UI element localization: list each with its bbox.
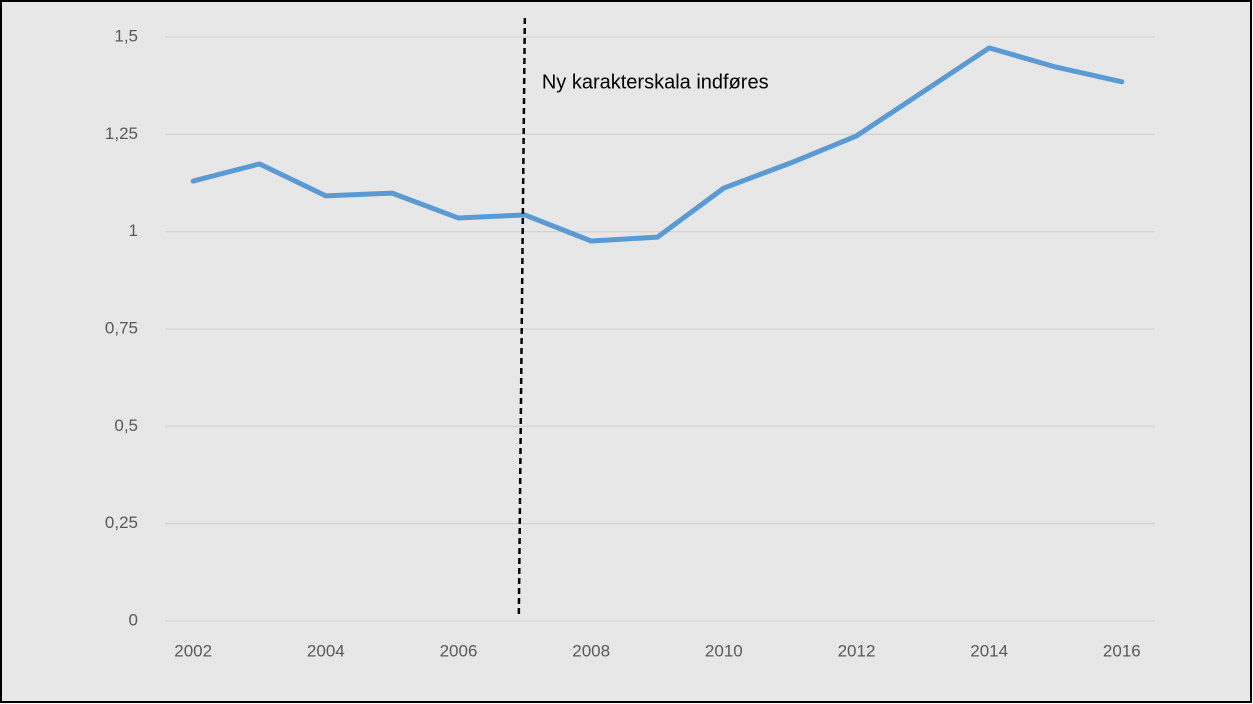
y-tick-label: 0,75 xyxy=(105,318,138,337)
y-tick-label: 1 xyxy=(129,221,138,240)
y-tick-label: 1,25 xyxy=(105,124,138,143)
x-tick-label: 2004 xyxy=(307,641,345,660)
x-tick-label: 2010 xyxy=(705,641,743,660)
annotation-text: Ny karakterskala indføres xyxy=(542,71,769,93)
x-tick-label: 2016 xyxy=(1103,641,1141,660)
x-tick-label: 2008 xyxy=(572,641,610,660)
x-tick-label: 2014 xyxy=(970,641,1008,660)
data-line xyxy=(190,45,1125,244)
y-tick-label: 0,5 xyxy=(114,416,138,435)
x-tick-label: 2012 xyxy=(838,641,876,660)
x-tick-label: 2002 xyxy=(174,641,212,660)
x-tick-label: 2006 xyxy=(440,641,478,660)
y-tick-label: 0 xyxy=(129,610,138,629)
y-tick-label: 1,5 xyxy=(114,26,138,45)
y-tick-label: 0,25 xyxy=(105,513,138,532)
